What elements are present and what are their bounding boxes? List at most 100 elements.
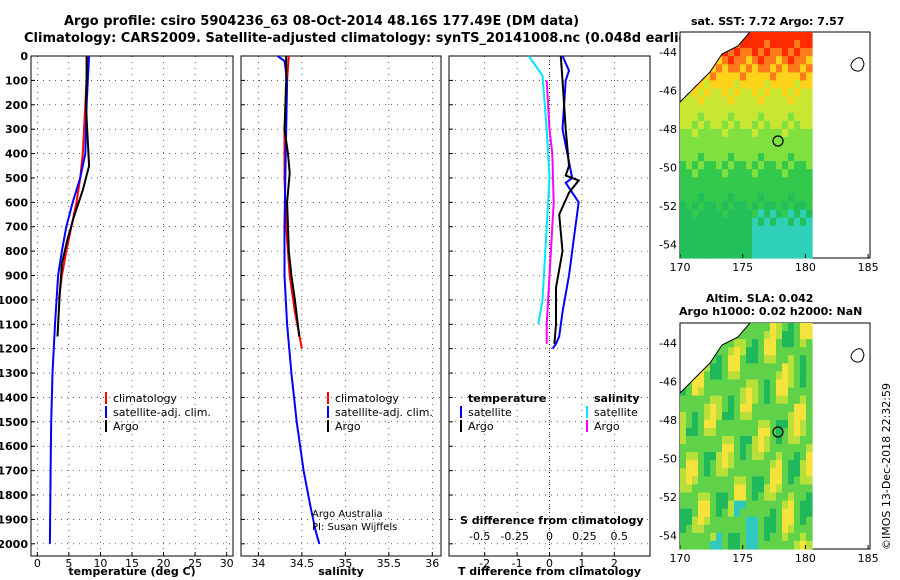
map-cell	[686, 128, 693, 138]
map-cell	[710, 395, 717, 405]
argo-position-marker	[772, 135, 784, 147]
map-cell	[758, 387, 765, 397]
chatham-island-shape	[850, 348, 865, 363]
map-cell	[692, 492, 699, 502]
map-cell	[722, 88, 729, 98]
map-cell	[752, 104, 759, 114]
map-cell	[794, 120, 801, 130]
map-cell	[716, 185, 723, 195]
map-cell	[686, 500, 693, 510]
map-cell	[806, 468, 813, 477]
map-cell	[770, 161, 777, 170]
map-cell	[752, 540, 759, 550]
map-cell	[806, 153, 813, 162]
map-cell	[794, 524, 801, 534]
map-cell	[698, 452, 705, 461]
map-cell	[686, 241, 693, 251]
map-cell	[728, 241, 735, 251]
map-cell	[728, 419, 735, 429]
map-cell	[740, 444, 747, 453]
map-cell	[806, 80, 813, 90]
map-cell	[680, 411, 687, 421]
map-cell	[752, 136, 759, 146]
map-cell	[764, 492, 771, 502]
map-cell	[782, 460, 789, 469]
map-cell	[686, 153, 693, 162]
map-cell	[806, 371, 813, 381]
map-cell	[770, 80, 777, 90]
map-cell	[788, 241, 795, 251]
map-cell	[800, 201, 807, 211]
map-cell	[770, 468, 777, 477]
map-cell	[746, 136, 753, 146]
map-cell	[758, 153, 765, 162]
map-cell	[758, 120, 765, 130]
map-cell	[692, 120, 699, 130]
map-cell	[806, 508, 813, 518]
map-cell	[704, 249, 711, 259]
map-cell	[770, 201, 777, 211]
map-cell	[794, 411, 801, 421]
map-cell	[800, 225, 807, 235]
y-tick-label: 600	[5, 196, 28, 209]
map-cell	[770, 323, 777, 332]
map-cell	[758, 112, 765, 122]
map-cell	[788, 427, 795, 437]
map-cell	[740, 395, 747, 405]
map-cell	[722, 403, 729, 413]
map-cell	[692, 419, 699, 429]
map-cell	[686, 452, 693, 461]
map-cell	[794, 500, 801, 510]
map-cell	[692, 201, 699, 211]
map-cell	[782, 403, 789, 413]
map-cell	[806, 363, 813, 373]
map-cell	[764, 233, 771, 243]
map-cell	[806, 56, 813, 65]
map-cell	[770, 516, 777, 526]
map-cell	[698, 540, 705, 550]
map-cell	[764, 185, 771, 195]
map-cell	[686, 136, 693, 146]
map-cell	[692, 96, 699, 106]
map-cell	[776, 80, 783, 90]
map-cell	[800, 96, 807, 106]
map-cell	[752, 355, 759, 364]
map-cell	[806, 120, 813, 130]
map-cell	[740, 460, 747, 469]
map-cell	[692, 508, 699, 518]
map-cell	[704, 201, 711, 211]
map-cell	[734, 355, 741, 364]
map-cell	[776, 64, 783, 73]
map-cell	[776, 355, 783, 364]
map-cell	[722, 427, 729, 437]
map-cell	[746, 177, 753, 186]
map-cell	[680, 484, 687, 494]
map-cell	[716, 436, 723, 445]
land-shape	[679, 322, 752, 395]
x-tick-label: 25	[188, 557, 202, 570]
map-cell	[806, 347, 813, 356]
map-cell	[782, 331, 789, 340]
map-cell	[800, 436, 807, 445]
map-cell	[770, 452, 777, 461]
series-line-satellite-adj-clim-	[276, 55, 321, 545]
y-tick-label: 800	[5, 245, 28, 258]
map-cell	[734, 72, 741, 82]
map-cell	[734, 88, 741, 98]
map-cell	[758, 72, 765, 82]
map-cell	[806, 169, 813, 178]
map-cell	[716, 476, 723, 486]
map-cell	[728, 355, 735, 364]
map-cell	[776, 500, 783, 510]
map-cell	[806, 96, 813, 106]
maps: 170 175 180 185 -44 -46 -48 -50 -52 -54 170 175 180 1…	[659, 31, 879, 565]
map-cell	[788, 201, 795, 211]
map-cell	[734, 339, 741, 348]
map-cell	[722, 492, 729, 502]
y-tick-label: 0	[20, 50, 28, 63]
map-cell	[734, 56, 741, 65]
map-cell	[710, 153, 717, 162]
map-cell	[728, 484, 735, 494]
map-cell	[752, 516, 759, 526]
map-cell	[758, 225, 765, 235]
